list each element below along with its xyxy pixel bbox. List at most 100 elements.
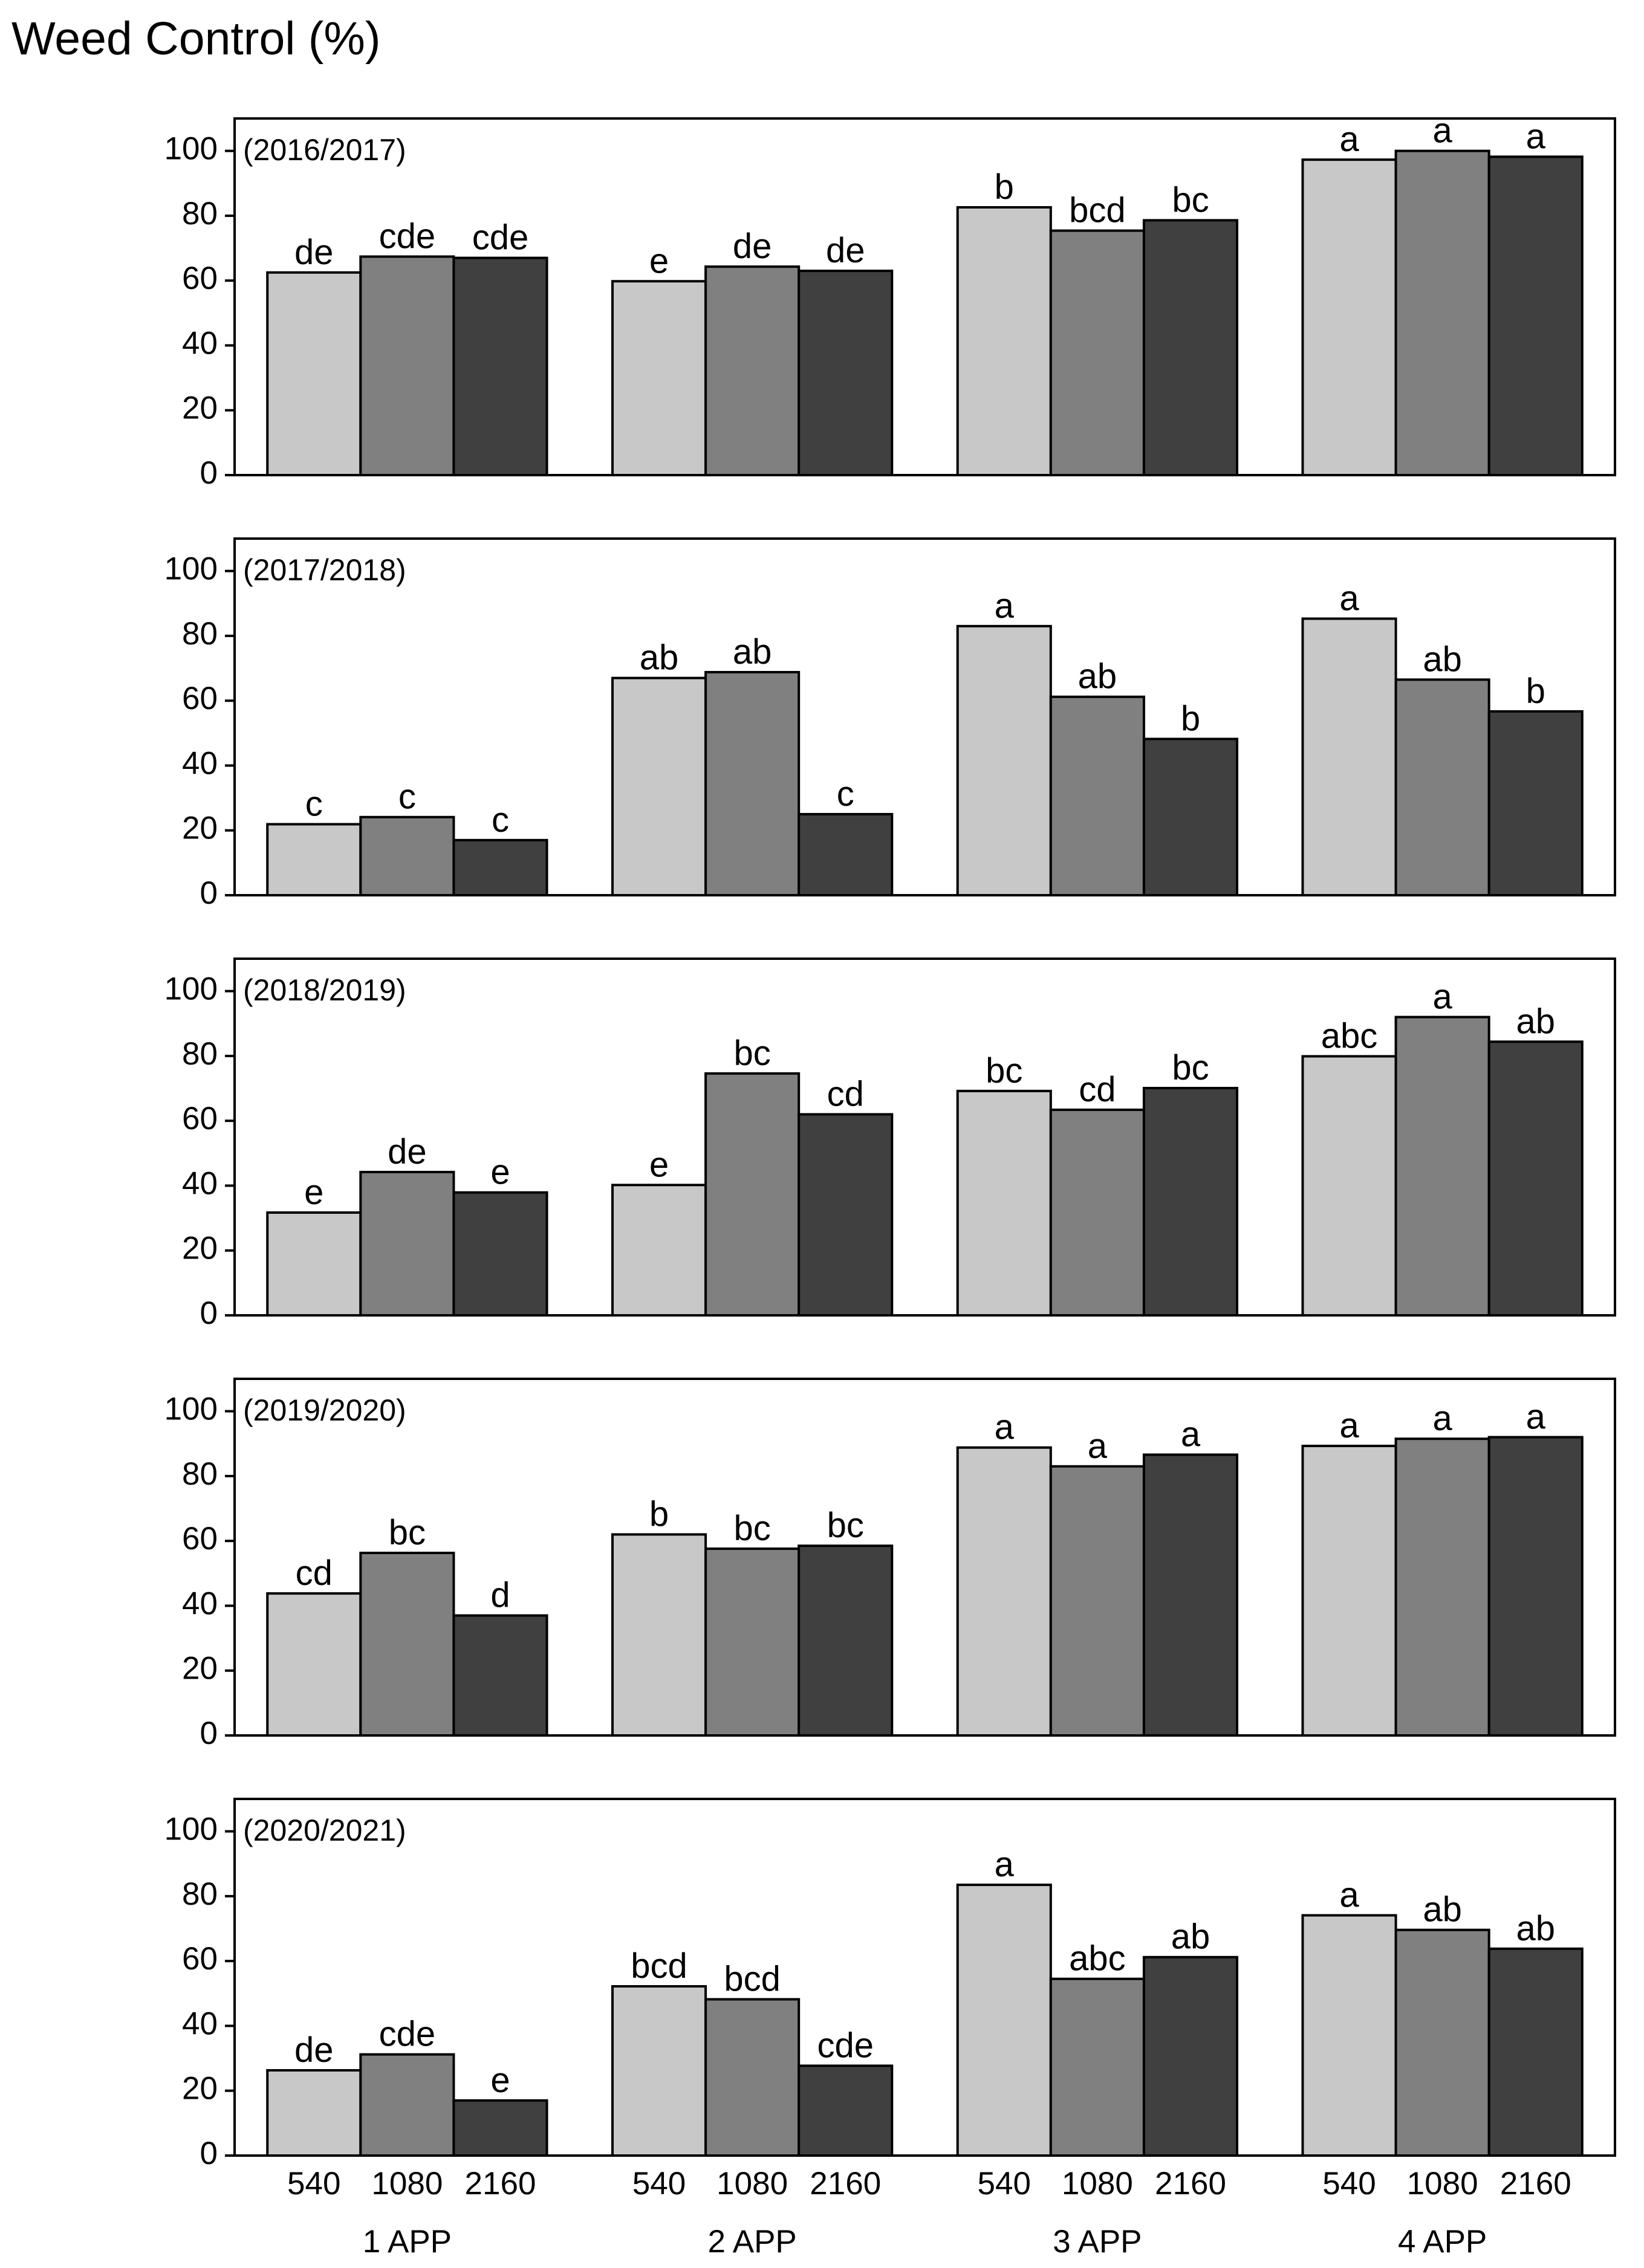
y-tick-label: 40 <box>182 745 218 781</box>
bar-label: bc <box>1172 1048 1209 1087</box>
plot-frame <box>233 957 1616 1317</box>
bar <box>1487 155 1584 477</box>
bar-label: de <box>294 2030 334 2070</box>
bar-label: bc <box>986 1051 1022 1090</box>
bar <box>798 270 894 476</box>
bar <box>266 1211 362 1317</box>
y-tick-label: 60 <box>182 1101 218 1136</box>
bar-label: c <box>492 800 509 840</box>
bar-label: abc <box>1069 1939 1126 1978</box>
bar-label: a <box>1526 117 1546 156</box>
bar-label: ab <box>1516 1002 1555 1041</box>
y-tick-label: 100 <box>164 1392 218 1427</box>
y-tick-label: 20 <box>182 2071 218 2107</box>
category-label: 3 APP <box>1053 2224 1142 2260</box>
x-tick-label: 2160 <box>465 2166 536 2202</box>
bar-label: ab <box>640 638 679 678</box>
bar <box>956 1884 1052 2157</box>
y-tick-label: 20 <box>182 1231 218 1266</box>
y-tick-label: 80 <box>182 616 218 652</box>
bar-label: e <box>490 2061 510 2100</box>
bar <box>1049 1977 1145 2157</box>
bar <box>452 838 548 897</box>
y-tick-label: 100 <box>164 971 218 1007</box>
bar <box>359 1170 455 1317</box>
bar-label: ab <box>1516 1909 1555 1948</box>
bar <box>359 2053 455 2157</box>
y-tick-label: 100 <box>164 131 218 167</box>
bar <box>956 206 1052 476</box>
bar-label: a <box>995 1408 1015 1447</box>
bar <box>1394 1437 1490 1737</box>
bar <box>704 1547 801 1737</box>
bar <box>1394 149 1490 477</box>
bar <box>704 1998 801 2157</box>
y-tick-label: 80 <box>182 1456 218 1492</box>
bar-label: de <box>733 227 772 266</box>
plot-frame <box>233 537 1616 896</box>
y-tick-label: 0 <box>200 875 218 911</box>
bar <box>1301 1914 1397 2157</box>
bar-label: ab <box>1078 657 1117 696</box>
x-tick-label: 1080 <box>716 2166 788 2202</box>
y-tick-label: 80 <box>182 196 218 232</box>
bar-label: cde <box>472 218 529 258</box>
category-label: 1 APP <box>363 2224 452 2260</box>
bar <box>1049 1108 1145 1317</box>
bar <box>1301 158 1397 477</box>
bar-label: ab <box>1423 640 1462 679</box>
plot-frame <box>233 117 1616 476</box>
bar-label: b <box>649 1494 669 1534</box>
bar <box>1142 1955 1239 2157</box>
plot-frame <box>233 1798 1616 2157</box>
bar-label: cd <box>296 1554 333 1593</box>
y-tick-label: 20 <box>182 811 218 846</box>
figure-title: Weed Control (%) <box>11 13 381 65</box>
bar <box>1487 1040 1584 1317</box>
y-tick-label: 100 <box>164 551 218 587</box>
panel-label: (2019/2020) <box>243 1393 406 1427</box>
bar <box>1487 1947 1584 2157</box>
bar-label: cd <box>827 1074 864 1113</box>
bar <box>1142 1453 1239 1737</box>
bar <box>798 2064 894 2157</box>
y-tick-label: 60 <box>182 1941 218 1977</box>
bar <box>1394 1928 1490 2157</box>
bar <box>1049 229 1145 476</box>
bar <box>704 1072 801 1317</box>
y-tick-label: 0 <box>200 455 218 491</box>
bar <box>266 1592 362 1737</box>
bar-label: bcd <box>631 1946 687 1986</box>
bar <box>798 1113 894 1317</box>
bar-label: e <box>649 241 669 280</box>
bar-label: ab <box>1171 1917 1210 1957</box>
bar-label: e <box>490 1153 510 1192</box>
y-tick-label: 60 <box>182 1521 218 1557</box>
y-tick-label: 40 <box>182 325 218 361</box>
bar <box>611 1985 707 2157</box>
bar <box>1049 695 1145 897</box>
bar-label: bcd <box>724 1959 781 1998</box>
x-tick-label: 1080 <box>1407 2166 1478 2202</box>
x-tick-label: 1080 <box>1062 2166 1133 2202</box>
bar-label: ab <box>733 632 772 672</box>
bar <box>1142 737 1239 897</box>
bar-label: e <box>304 1173 323 1212</box>
bar <box>956 1089 1052 1317</box>
bar <box>266 271 362 476</box>
bar-label: cde <box>817 2026 874 2065</box>
bar-label: bc <box>389 1513 426 1552</box>
x-tick-label: 2160 <box>1155 2166 1226 2202</box>
bar-label: c <box>398 777 416 817</box>
bar-label: bc <box>827 1506 864 1545</box>
bar-label: bc <box>733 1034 770 1073</box>
bar <box>452 1614 548 1737</box>
bar <box>798 1544 894 1737</box>
x-tick-label: 540 <box>1322 2166 1376 2202</box>
bar-label: a <box>1339 578 1359 618</box>
bar <box>1142 1087 1239 1317</box>
bar-label: c <box>837 774 854 814</box>
x-tick-label: 540 <box>978 2166 1031 2202</box>
y-tick-label: 60 <box>182 681 218 716</box>
